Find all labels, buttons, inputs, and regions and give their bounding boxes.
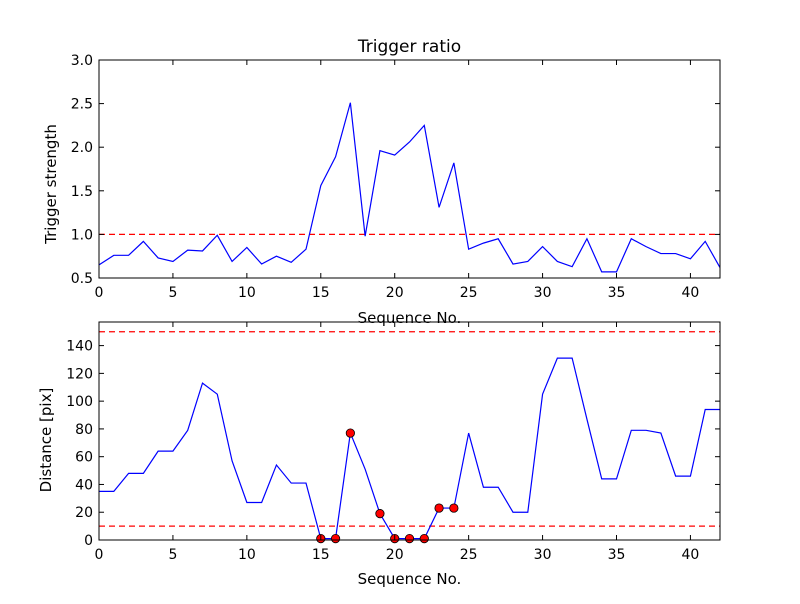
top-y-tick-label: 0.5 bbox=[71, 271, 93, 287]
top-x-tick-label: 30 bbox=[534, 285, 552, 301]
bottom-marker-point bbox=[419, 534, 429, 544]
bottom-x-tick-label: 35 bbox=[608, 547, 626, 563]
bottom-x-tick-label: 0 bbox=[95, 547, 104, 563]
top-series-line-0 bbox=[98, 102, 721, 273]
top-chart-title: Trigger ratio bbox=[357, 37, 461, 57]
top-y-tick-label: 1.0 bbox=[71, 227, 93, 243]
bottom-chart: 0 5 10 15 20 25 30 35 40 0 20 40 60 80 100 120 140 bbox=[66, 321, 721, 563]
bottom-marker-point bbox=[404, 534, 415, 544]
bottom-x-tick-label: 30 bbox=[534, 547, 552, 563]
bottom-plot-frame bbox=[98, 321, 721, 541]
bottom-marker-point bbox=[434, 503, 444, 513]
bottom-marker-point bbox=[345, 428, 355, 438]
bottom-x-tick-label: 15 bbox=[312, 547, 330, 563]
bottom-chart-x-label: Sequence No. bbox=[358, 570, 462, 588]
bottom-marker-point bbox=[375, 509, 385, 519]
top-chart-x-label: Sequence No. bbox=[358, 309, 462, 327]
top-chart-y-label: Trigger strength bbox=[42, 124, 60, 245]
bottom-x-tick-label: 20 bbox=[386, 547, 404, 563]
bottom-y-tick-label: 140 bbox=[66, 339, 93, 355]
top-x-tick-label: 15 bbox=[312, 285, 330, 301]
bottom-y-tick-label: 20 bbox=[75, 505, 93, 521]
top-x-tick-label: 20 bbox=[386, 285, 404, 301]
top-y-tick-label: 2.0 bbox=[71, 140, 93, 156]
top-y-tick-label: 3.0 bbox=[71, 53, 93, 69]
bottom-y-tick-label: 0 bbox=[84, 533, 93, 549]
top-y-tick-label: 2.5 bbox=[71, 97, 93, 113]
bottom-marker-point bbox=[330, 534, 341, 544]
bottom-x-tick-label: 25 bbox=[460, 547, 478, 563]
top-x-tick-label: 35 bbox=[608, 285, 626, 301]
bottom-y-tick-label: 80 bbox=[75, 422, 93, 438]
bottom-x-tick-label: 5 bbox=[168, 547, 177, 563]
top-x-tick-label: 25 bbox=[460, 285, 478, 301]
top-plot-frame bbox=[98, 59, 721, 279]
top-x-tick-label: 40 bbox=[682, 285, 700, 301]
bottom-y-tick-label: 120 bbox=[66, 366, 93, 382]
bottom-x-tick-label: 10 bbox=[238, 547, 256, 563]
top-y-tick-label: 1.5 bbox=[71, 184, 93, 200]
bottom-marker-point bbox=[449, 503, 459, 513]
bottom-y-tick-label: 60 bbox=[75, 450, 93, 466]
bottom-chart-y-label: Distance [pix] bbox=[37, 388, 55, 493]
bottom-x-tick-label: 40 bbox=[682, 547, 700, 563]
bottom-y-tick-label: 100 bbox=[66, 394, 93, 410]
top-x-tick-label: 5 bbox=[168, 285, 177, 301]
bottom-y-tick-label: 40 bbox=[75, 477, 93, 493]
top-x-tick-label: 10 bbox=[238, 285, 256, 301]
top-x-tick-label: 0 bbox=[95, 285, 104, 301]
top-chart: 0 5 10 15 20 25 30 35 40 0.5 1.0 1.5 2.0 2.5 3.0 bbox=[71, 53, 721, 301]
bottom-series-line-0 bbox=[99, 357, 720, 540]
